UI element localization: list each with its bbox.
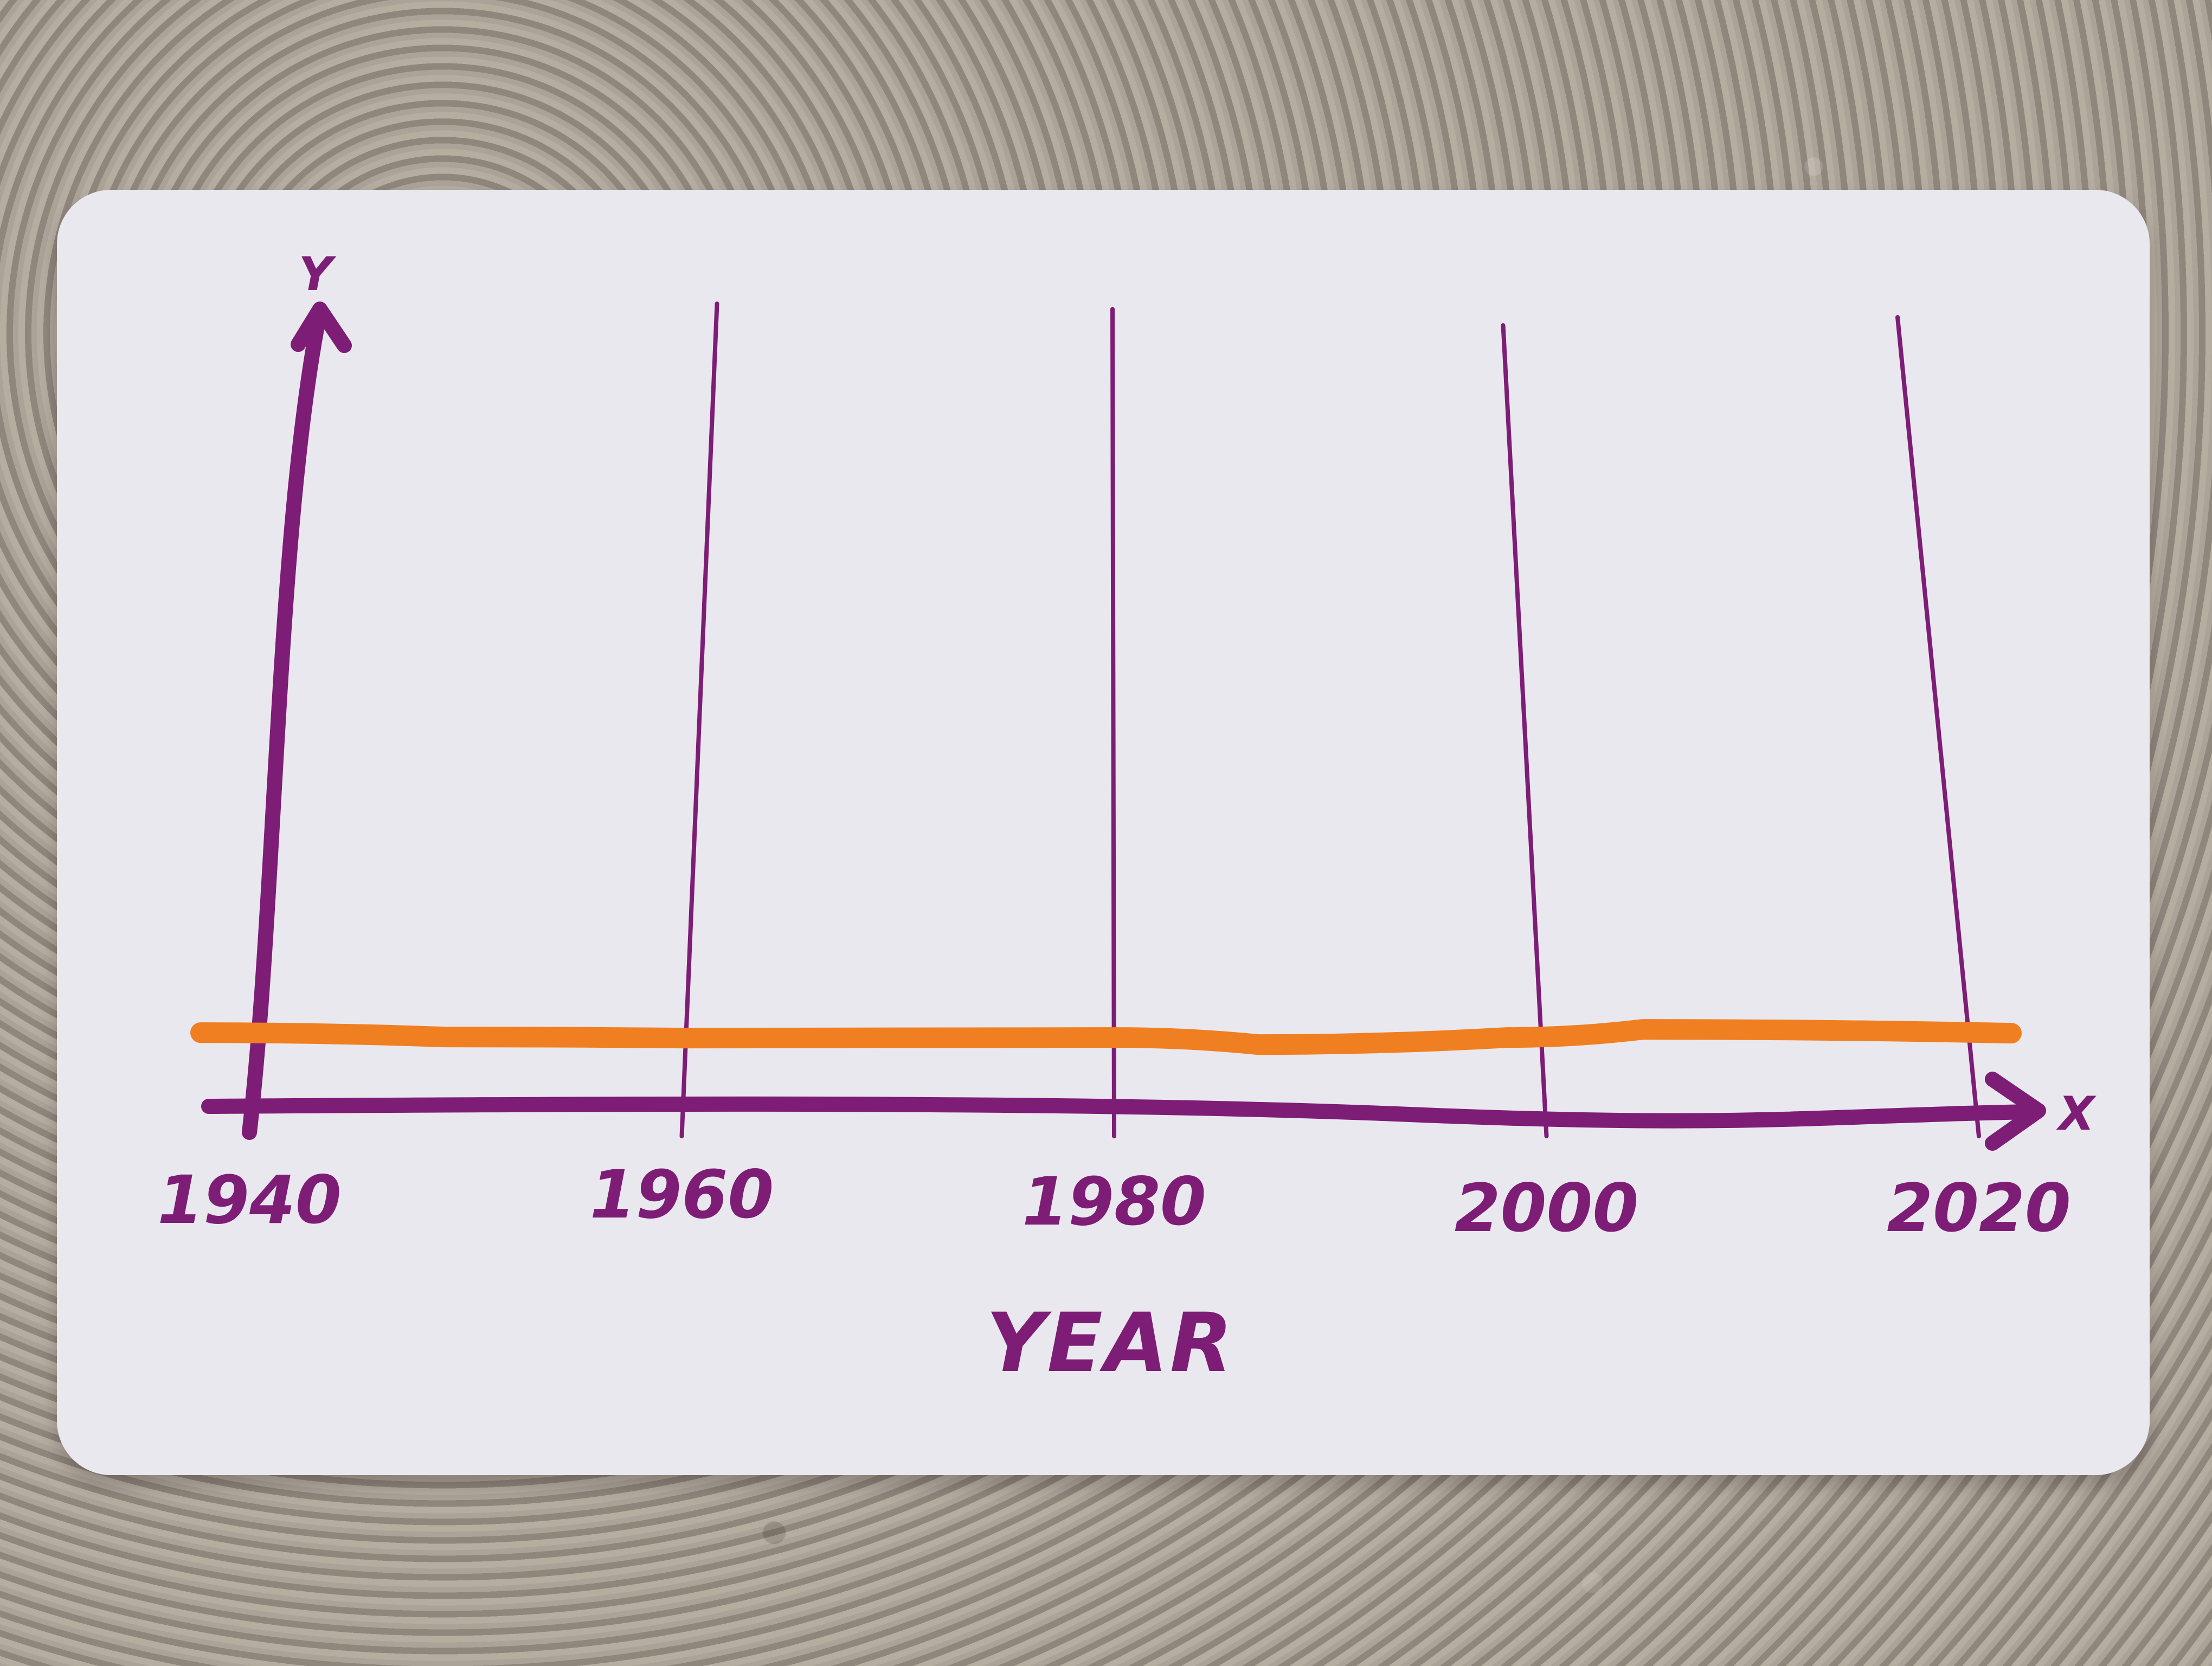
grid-line-2020 — [1895, 315, 1981, 1138]
grid-line-1960 — [679, 302, 719, 1138]
grid-lines — [679, 302, 1981, 1138]
grid-line-1980 — [1110, 307, 1116, 1138]
series-line-0 — [190, 1019, 2022, 1055]
card-background — [57, 190, 2150, 1475]
x-axis-title: YEAR — [986, 1296, 1235, 1391]
x-axis-letter: X — [2056, 1087, 2097, 1141]
grid-line-2000 — [1501, 323, 1549, 1138]
x-axis-arrow — [1985, 1072, 2046, 1151]
series-layer — [190, 1019, 2022, 1055]
x-tick-label-1960: 1960 — [590, 1156, 774, 1233]
x-tick-label-2000: 2000 — [1455, 1170, 1639, 1247]
y-axis-letter: Y — [299, 247, 337, 302]
x-tick-label-1980: 1980 — [1022, 1163, 1206, 1240]
x-tick-label-2020: 2020 — [1887, 1170, 2071, 1247]
y-axis-line — [242, 304, 327, 1140]
tick-labels: 1940 1960 1980 2000 2020 — [157, 1156, 2071, 1247]
axes — [201, 302, 2046, 1151]
x-axis-line — [201, 1096, 2038, 1129]
y-axis-arrow — [291, 302, 352, 353]
x-tick-label-1940: 1940 — [157, 1162, 342, 1239]
